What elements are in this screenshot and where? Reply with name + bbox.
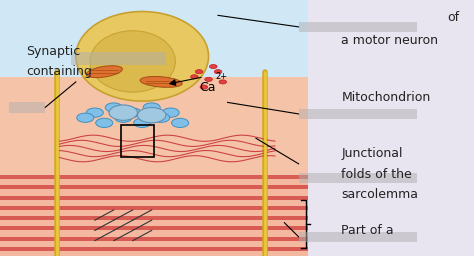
Bar: [0, 175, 308, 179]
Bar: [9, 102, 45, 113]
Bar: [299, 109, 417, 119]
Bar: [0, 247, 308, 251]
Circle shape: [115, 113, 132, 122]
Text: Synaptic: Synaptic: [26, 45, 80, 58]
Text: Ca: Ca: [199, 81, 216, 93]
Circle shape: [96, 118, 113, 127]
Text: Junctional: Junctional: [341, 147, 403, 160]
Circle shape: [153, 113, 170, 122]
Bar: [0, 0, 308, 256]
Ellipse shape: [90, 31, 175, 92]
Text: containing: containing: [26, 65, 92, 78]
Circle shape: [143, 103, 160, 112]
Text: of: of: [447, 12, 460, 24]
Bar: [0, 166, 308, 256]
Text: sarcolemma: sarcolemma: [341, 188, 418, 201]
Bar: [121, 125, 154, 157]
Text: Mitochondrion: Mitochondrion: [341, 91, 430, 104]
Circle shape: [134, 118, 151, 127]
Bar: [0, 226, 308, 230]
Circle shape: [124, 108, 141, 117]
Bar: [0, 206, 308, 210]
Bar: [299, 22, 417, 32]
Circle shape: [210, 65, 217, 69]
Bar: [299, 232, 417, 242]
Text: 2+: 2+: [216, 72, 228, 81]
Circle shape: [219, 80, 227, 84]
Circle shape: [77, 113, 94, 122]
Ellipse shape: [86, 66, 122, 78]
Ellipse shape: [76, 12, 209, 101]
Circle shape: [172, 118, 189, 127]
Circle shape: [86, 108, 103, 117]
Circle shape: [137, 108, 166, 123]
Circle shape: [191, 75, 198, 79]
Circle shape: [109, 105, 137, 120]
Bar: [0, 77, 308, 179]
Bar: [71, 52, 166, 65]
Bar: [299, 173, 417, 183]
Circle shape: [105, 103, 122, 112]
Bar: [0, 237, 308, 241]
Bar: [0, 196, 308, 200]
Circle shape: [214, 70, 222, 74]
Text: folds of the: folds of the: [341, 168, 412, 180]
Ellipse shape: [140, 77, 182, 87]
Text: Part of a: Part of a: [341, 224, 394, 237]
Circle shape: [162, 108, 179, 117]
Text: a motor neuron: a motor neuron: [341, 35, 438, 47]
Circle shape: [205, 77, 212, 81]
Bar: [0, 216, 308, 220]
Bar: [308, 0, 474, 256]
Circle shape: [195, 70, 203, 74]
Circle shape: [200, 85, 208, 89]
Bar: [0, 185, 308, 189]
